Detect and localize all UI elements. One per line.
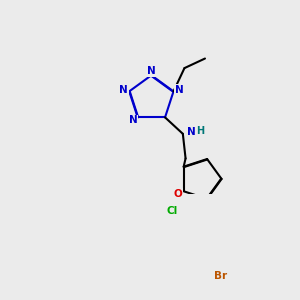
Text: Br: Br [214, 271, 227, 281]
Text: N: N [187, 128, 196, 137]
Text: O: O [173, 189, 182, 199]
Text: H: H [196, 125, 204, 136]
Text: N: N [119, 85, 128, 95]
Text: N: N [175, 85, 183, 95]
Text: Cl: Cl [166, 206, 177, 216]
Text: N: N [129, 115, 138, 125]
Text: N: N [147, 66, 156, 76]
